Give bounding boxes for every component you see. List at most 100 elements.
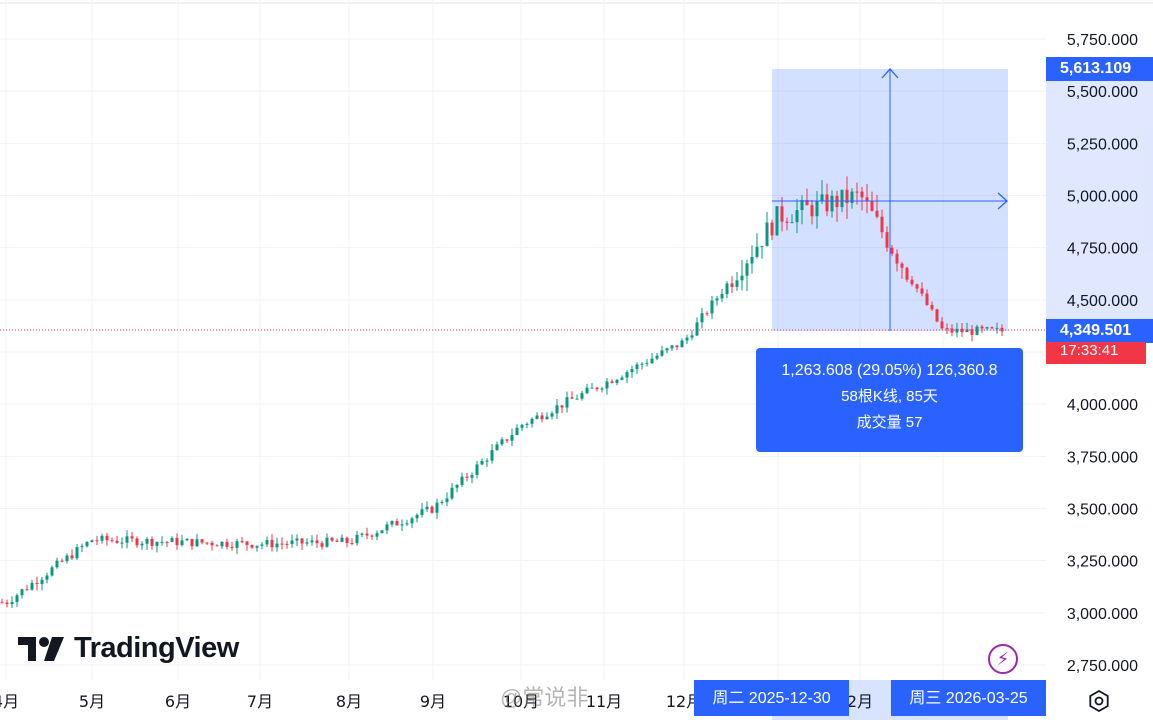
candle-body xyxy=(385,524,389,531)
candle-body xyxy=(240,541,244,543)
candle-body xyxy=(725,283,729,295)
candle-body xyxy=(885,232,889,248)
candle-body xyxy=(795,210,799,223)
measure-tooltip: 1,263.608 (29.05%) 126,360.8 58根K线, 85天 … xyxy=(756,348,1023,452)
candle-body xyxy=(175,538,179,546)
candle-body xyxy=(60,560,64,562)
candle-body xyxy=(335,540,339,542)
candle-body xyxy=(620,377,624,380)
candle-body xyxy=(600,388,604,390)
candle-body xyxy=(830,195,834,212)
candle-body xyxy=(785,221,789,223)
candle-body xyxy=(15,595,19,602)
candle-body xyxy=(820,194,824,201)
candle-body xyxy=(940,321,944,329)
candle-body xyxy=(140,543,144,546)
candle-body xyxy=(145,538,149,544)
candle-body xyxy=(440,502,444,504)
candle-body xyxy=(615,379,619,383)
candle-body xyxy=(810,205,814,217)
candle-body xyxy=(840,189,844,208)
candle-body xyxy=(525,423,529,425)
candle-body xyxy=(890,247,894,254)
candle-body xyxy=(510,435,514,441)
x-tick-label: 12月 xyxy=(666,692,702,711)
candle-body xyxy=(185,539,189,541)
candle-body xyxy=(90,540,94,543)
candle-body xyxy=(400,524,404,526)
candle-body xyxy=(735,280,739,288)
candle-body xyxy=(355,534,359,544)
candle-body xyxy=(985,327,989,329)
x-tick-label: 6月 xyxy=(165,692,191,711)
x-tick-label: 8月 xyxy=(336,692,362,711)
candle-body xyxy=(995,327,999,329)
candle-body xyxy=(545,416,549,420)
candle-body xyxy=(310,540,314,543)
candle-body xyxy=(230,546,234,548)
watermark: @常说非 xyxy=(500,685,589,710)
candle-body xyxy=(180,540,184,546)
candle-body xyxy=(630,369,634,373)
candle-body xyxy=(425,506,429,510)
candle-body xyxy=(565,397,569,408)
lightning-icon[interactable]: ⚡ xyxy=(988,644,1018,674)
candle-body xyxy=(700,313,704,323)
candle-body xyxy=(910,279,914,285)
candle-body xyxy=(555,405,559,414)
candle-body xyxy=(490,450,494,461)
bar-countdown: 17:33:41 xyxy=(1046,342,1146,364)
candle-body xyxy=(220,541,224,547)
candle-body xyxy=(740,275,744,281)
candle-body xyxy=(530,418,534,424)
candle-body xyxy=(595,387,599,390)
candle-body xyxy=(125,536,129,543)
candle-body xyxy=(105,535,109,541)
candle-body xyxy=(585,387,589,394)
candle-body xyxy=(65,555,69,562)
candle-body xyxy=(205,542,209,544)
candle-body xyxy=(75,547,79,559)
candle-body xyxy=(715,298,719,301)
current-price-badge: 4,349.501 xyxy=(1046,319,1153,343)
y-tick-label: 3,500.000 xyxy=(1067,502,1138,519)
candle-body xyxy=(640,363,644,365)
y-tick-label: 5,000.000 xyxy=(1067,189,1138,206)
candle-body xyxy=(485,460,489,462)
candle-body xyxy=(500,439,504,445)
y-tick-label: 3,250.000 xyxy=(1067,554,1138,571)
candle-body xyxy=(660,350,664,356)
settings-gear-icon[interactable] xyxy=(1088,690,1110,712)
candle-body xyxy=(800,199,804,211)
measure-change: 1,263.608 (29.05%) 126,360.8 xyxy=(781,362,998,379)
candle-body xyxy=(40,579,44,585)
candle-body xyxy=(705,313,709,315)
candle-body xyxy=(580,393,584,399)
candle-body xyxy=(35,582,39,585)
x-tick-label: 5月 xyxy=(79,692,105,711)
candle-body xyxy=(480,460,484,465)
candle-body xyxy=(225,541,229,547)
candle-body xyxy=(380,530,384,534)
candle-body xyxy=(550,413,554,417)
candle-body xyxy=(695,322,699,336)
candle-body xyxy=(450,487,454,499)
candle-body xyxy=(855,191,859,193)
candle-body xyxy=(685,337,689,341)
candle-body xyxy=(990,327,994,329)
measure-arrows xyxy=(772,68,1008,331)
candle-body xyxy=(655,355,659,359)
y-tick-label: 3,750.000 xyxy=(1067,449,1138,466)
candle-body xyxy=(645,363,649,365)
candle-body xyxy=(435,502,439,513)
candle-body xyxy=(865,197,869,202)
candle-body xyxy=(245,541,249,545)
candle-body xyxy=(965,329,969,333)
candle-body xyxy=(625,372,629,378)
candle-body xyxy=(325,537,329,547)
candle-body xyxy=(115,540,119,543)
candle-body xyxy=(305,542,309,544)
y-tick-label: 2,750.000 xyxy=(1067,658,1138,675)
candle-body xyxy=(465,476,469,478)
candle-body xyxy=(670,345,674,349)
